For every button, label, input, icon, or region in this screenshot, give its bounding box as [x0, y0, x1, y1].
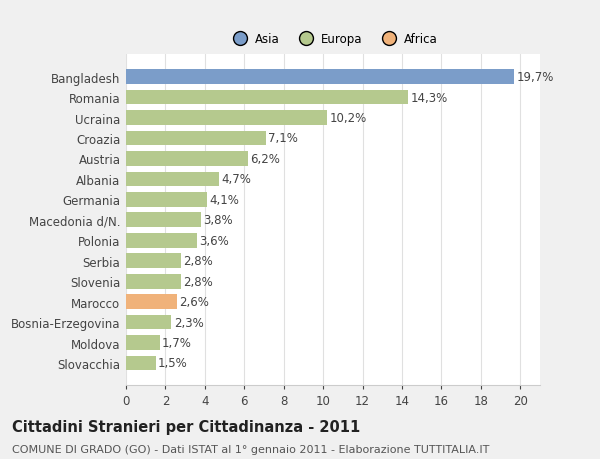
Bar	[126, 213, 201, 228]
Text: 2,8%: 2,8%	[184, 275, 214, 288]
Bar	[126, 274, 181, 289]
Bar	[126, 193, 207, 207]
Text: Cittadini Stranieri per Cittadinanza - 2011: Cittadini Stranieri per Cittadinanza - 2…	[12, 419, 360, 434]
Bar	[126, 315, 172, 330]
Text: 3,8%: 3,8%	[203, 214, 233, 227]
Text: 2,3%: 2,3%	[174, 316, 203, 329]
Bar	[126, 131, 266, 146]
Bar	[126, 295, 177, 309]
Text: 7,1%: 7,1%	[268, 132, 298, 145]
Text: 2,6%: 2,6%	[179, 296, 209, 308]
Text: 14,3%: 14,3%	[410, 91, 448, 104]
Text: COMUNE DI GRADO (GO) - Dati ISTAT al 1° gennaio 2011 - Elaborazione TUTTITALIA.I: COMUNE DI GRADO (GO) - Dati ISTAT al 1° …	[12, 444, 490, 454]
Text: 6,2%: 6,2%	[251, 152, 280, 166]
Bar	[126, 336, 160, 350]
Bar	[126, 233, 197, 248]
Text: 2,8%: 2,8%	[184, 255, 214, 268]
Bar	[126, 172, 218, 187]
Text: 1,5%: 1,5%	[158, 357, 188, 369]
Text: 19,7%: 19,7%	[517, 71, 554, 84]
Bar	[126, 152, 248, 167]
Bar	[126, 70, 514, 85]
Bar	[126, 356, 155, 370]
Bar	[126, 90, 408, 105]
Text: 4,7%: 4,7%	[221, 173, 251, 186]
Text: 1,7%: 1,7%	[162, 336, 192, 349]
Bar	[126, 254, 181, 269]
Bar	[126, 111, 327, 126]
Text: 10,2%: 10,2%	[329, 112, 367, 125]
Legend: Asia, Europa, Africa: Asia, Europa, Africa	[223, 28, 443, 50]
Text: 4,1%: 4,1%	[209, 193, 239, 207]
Text: 3,6%: 3,6%	[199, 234, 229, 247]
